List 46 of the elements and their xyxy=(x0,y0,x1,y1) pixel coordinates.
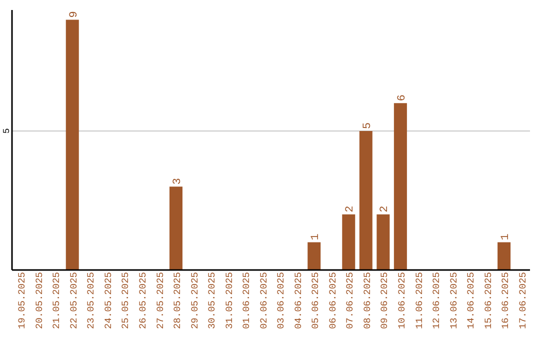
x-tick-label: 30.05.2025 xyxy=(206,272,218,330)
x-tick-label: 03.06.2025 xyxy=(276,272,287,330)
data-label: 1 xyxy=(500,233,512,240)
x-tick-label: 06.06.2025 xyxy=(327,272,338,330)
bar xyxy=(394,103,407,270)
x-tick-label: 04.06.2025 xyxy=(292,272,304,330)
x-tick-label: 23.05.2025 xyxy=(86,272,97,330)
data-label: 2 xyxy=(344,206,357,212)
data-label: 9 xyxy=(68,11,80,18)
x-tick-label: 21.05.2025 xyxy=(51,272,62,330)
bar xyxy=(498,242,511,270)
x-tick-label: 16.06.2025 xyxy=(500,272,512,330)
x-tick-label: 20.05.2025 xyxy=(34,272,45,330)
x-tick-label: 28.05.2025 xyxy=(172,272,184,330)
data-label: 6 xyxy=(396,94,408,102)
bar xyxy=(376,214,390,270)
x-tick-label: 05.06.2025 xyxy=(310,272,322,330)
bar xyxy=(342,214,356,270)
x-tick-label: 08.06.2025 xyxy=(362,272,373,330)
bar xyxy=(308,242,321,270)
x-tick-label: 13.06.2025 xyxy=(448,272,460,330)
x-tick-label: 25.05.2025 xyxy=(120,272,132,330)
x-tick-label: 07.06.2025 xyxy=(344,272,356,330)
x-tick-label: 22.05.2025 xyxy=(68,272,80,330)
x-tick-label: 02.06.2025 xyxy=(258,272,270,330)
x-tick-label: 27.05.2025 xyxy=(154,272,166,330)
bar xyxy=(169,186,182,270)
x-tick-label: 31.05.2025 xyxy=(224,272,235,330)
x-tick-label: 24.05.2025 xyxy=(102,272,114,330)
x-tick-label: 19.05.2025 xyxy=(16,272,28,330)
x-tick-label: 29.05.2025 xyxy=(189,272,200,330)
x-tick-label: 17.06.2025 xyxy=(517,272,528,330)
bar xyxy=(66,20,79,270)
x-tick-label: 14.06.2025 xyxy=(466,272,477,330)
x-tick-label: 12.06.2025 xyxy=(431,272,442,330)
x-tick-label: 11.06.2025 xyxy=(414,272,425,330)
x-tick-label: 09.06.2025 xyxy=(379,272,390,330)
bar xyxy=(359,130,372,270)
x-tick-label: 26.05.2025 xyxy=(138,272,148,330)
data-label: 3 xyxy=(172,178,184,185)
x-tick-label: 10.06.2025 xyxy=(396,272,408,330)
x-tick-label: 01.06.2025 xyxy=(241,272,252,330)
x-tick-label: 15.06.2025 xyxy=(482,272,494,330)
data-label: 5 xyxy=(362,122,374,129)
data-label: 1 xyxy=(310,233,322,240)
data-label: 2 xyxy=(379,206,392,212)
